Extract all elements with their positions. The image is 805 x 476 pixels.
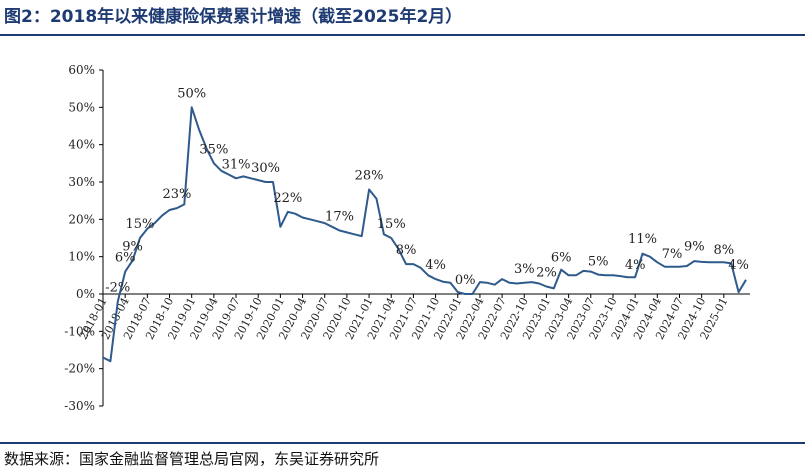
data-label: 22% bbox=[273, 191, 302, 206]
title-divider bbox=[0, 34, 805, 36]
data-label: 15% bbox=[377, 217, 406, 232]
y-tick-label: -30% bbox=[64, 399, 95, 413]
source-divider bbox=[0, 442, 805, 444]
source-note: 数据来源：国家金融监督管理总局官网，东吴证券研究所 bbox=[4, 450, 380, 468]
data-labels: 6%-2%9%15%23%50%35%31% 30%22%17%28%15%8%4… bbox=[105, 86, 749, 295]
data-label: 9% bbox=[122, 239, 143, 254]
data-label: 3% bbox=[514, 262, 535, 277]
line-chart: 60% 50% 40% 30% 20% 10% 0% -10% -20% -30% 2018-01… bbox=[64, 63, 750, 413]
data-label: 35% bbox=[199, 142, 228, 157]
y-tick-label: 10% bbox=[68, 250, 95, 264]
x-axis: 2018-012018-042018-072018-102019-012019-… bbox=[77, 293, 750, 342]
data-label: 6% bbox=[115, 251, 136, 266]
data-label: 30% bbox=[251, 161, 280, 176]
data-label: 4% bbox=[625, 258, 646, 273]
y-tick-label: -20% bbox=[64, 362, 95, 376]
y-tick-label: 20% bbox=[68, 212, 95, 226]
data-label: 4% bbox=[728, 258, 749, 273]
y-tick-label: -10% bbox=[64, 324, 95, 338]
y-tick-label: 60% bbox=[68, 63, 95, 77]
data-label: 6% bbox=[551, 251, 572, 266]
data-label: 8% bbox=[714, 243, 735, 258]
y-tick-label: 30% bbox=[68, 175, 95, 189]
y-tick-label: 40% bbox=[68, 138, 95, 152]
data-label: 4% bbox=[425, 258, 446, 273]
y-tick-label: 50% bbox=[68, 100, 95, 114]
data-label: -2% bbox=[105, 280, 130, 295]
y-axis: 60% 50% 40% 30% 20% 10% 0% -10% -20% -30% bbox=[64, 63, 104, 413]
data-label: 23% bbox=[162, 187, 191, 202]
data-label: 8% bbox=[396, 243, 417, 258]
data-label: 28% bbox=[355, 168, 384, 183]
data-label: 15% bbox=[126, 217, 155, 232]
data-label: 31% bbox=[222, 157, 251, 172]
data-label: 50% bbox=[177, 86, 206, 101]
data-label: 17% bbox=[325, 210, 354, 225]
chart-title: 图2：2018年以来健康险保费累计增速（截至2025年2月） bbox=[4, 7, 463, 27]
data-label: 7% bbox=[662, 247, 683, 262]
data-label: 9% bbox=[684, 239, 705, 254]
data-label: 2% bbox=[536, 266, 557, 281]
data-label: 5% bbox=[588, 254, 609, 269]
series-polyline bbox=[102, 106, 747, 363]
data-label: 11% bbox=[628, 232, 657, 247]
series-line bbox=[102, 106, 747, 363]
y-tick-label: 0% bbox=[76, 287, 95, 301]
data-label: 0% bbox=[455, 273, 476, 288]
